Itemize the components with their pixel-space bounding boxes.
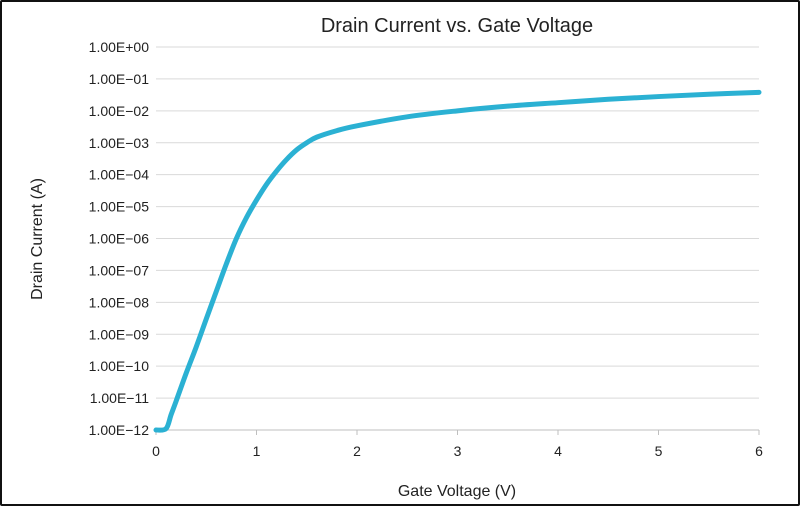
y-tick-label: 1.00E−03: [89, 135, 150, 151]
x-tick-label: 4: [554, 443, 562, 459]
series-line: [153, 89, 762, 433]
y-tick-label: 1.00E−04: [89, 167, 150, 183]
y-axis-label: Drain Current (A): [29, 178, 46, 300]
series-group: [153, 89, 762, 433]
grid-lines: [156, 46, 759, 399]
x-tick-label: 2: [353, 443, 361, 459]
y-tick-label: 1.00E+00: [89, 39, 150, 55]
y-tick-label: 1.00E−10: [89, 358, 150, 374]
y-tick-label: 1.00E−11: [90, 390, 150, 406]
x-tick-label: 6: [755, 443, 763, 459]
x-axis-label: Gate Voltage (V): [398, 483, 516, 500]
x-tick-label: 1: [253, 443, 261, 459]
x-tick-label: 3: [454, 443, 462, 459]
y-tick-label: 1.00E−12: [89, 422, 150, 438]
x-tick-label: 5: [655, 443, 663, 459]
y-tick-label: 1.00E−01: [89, 71, 150, 87]
chart-title: Drain Current vs. Gate Voltage: [321, 15, 593, 37]
y-tick-label: 1.00E−06: [89, 231, 150, 247]
y-tick-label: 1.00E−07: [89, 262, 150, 278]
y-tick-label: 1.00E−09: [89, 326, 150, 342]
y-tick-label: 1.00E−08: [89, 294, 150, 310]
y-tick-label: 1.00E−02: [89, 103, 150, 119]
x-tick-label: 0: [152, 443, 160, 459]
y-axis-ticks: 1.00E+00 1.00E−01 1.00E−02 1.00E−03 1.00E−04…: [89, 39, 150, 438]
y-tick-label: 1.00E−05: [89, 199, 150, 215]
x-axis-ticks: 0 1 2 3 4 5 6: [152, 430, 763, 459]
